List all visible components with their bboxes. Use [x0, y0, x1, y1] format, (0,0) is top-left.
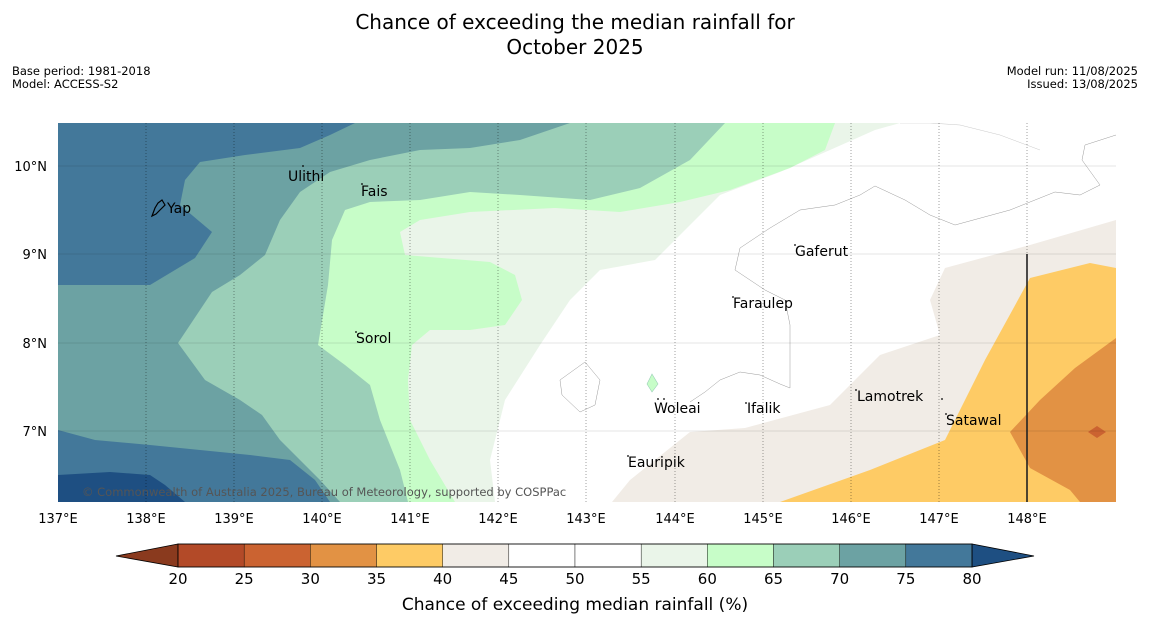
lon-tick: 141°E [390, 512, 430, 527]
place-gaferut: Gaferut [794, 244, 849, 260]
colorbar-frame [177, 543, 973, 568]
colorbar-box [442, 543, 510, 568]
zone-above-80 [58, 472, 185, 502]
lon-tick: 142°E [478, 512, 518, 527]
place-ifalik: Ifalik [745, 401, 781, 417]
place-fais: Fais [361, 183, 388, 200]
colorbar-tick-label: 40 [433, 570, 452, 588]
colorbar-box [310, 543, 377, 568]
place-labels: Ulithi Fais Yap Gaferut Faraulep Sorol L… [166, 165, 1001, 471]
colorbar-box [905, 543, 973, 568]
model-run: Model run: 11/08/2025 [1006, 64, 1138, 78]
colorbar-tick-label: 45 [499, 570, 518, 588]
place-label: Eauripik [628, 455, 686, 471]
colorbar-box [376, 543, 443, 568]
colorbar-tick-label: 55 [632, 570, 651, 588]
place-label: Yap [166, 201, 191, 217]
contour-line [689, 134, 1116, 403]
place-lamotrek: Lamotrek [855, 389, 943, 405]
lon-tick: 137°E [38, 512, 78, 527]
colorbar-tick-label: 70 [830, 570, 849, 588]
lon-tick: 139°E [214, 512, 254, 527]
contour-line [559, 361, 601, 413]
colorbar-box [839, 543, 907, 568]
title-line-2: October 2025 [506, 35, 644, 59]
map-title: Chance of exceeding the median rainfall … [0, 10, 1150, 60]
colorbar-tick-label: 50 [565, 570, 584, 588]
place-label: Sorol [356, 331, 391, 347]
lat-tick: 7°N [23, 425, 48, 440]
colorbar-box [707, 543, 774, 568]
place-label: Woleai [654, 401, 701, 417]
lon-tick-labels: 137°E 138°E 139°E 140°E 141°E 142°E 143°… [38, 512, 1047, 527]
colorbar-tick-label: 30 [301, 570, 320, 588]
place-faraulep: Faraulep [732, 296, 793, 312]
lat-tick: 9°N [23, 248, 48, 263]
zone-25-30 [1088, 426, 1106, 438]
colorbar-tick-label: 60 [698, 570, 717, 588]
colorbar-tick-label: 25 [235, 570, 254, 588]
place-ulithi: Ulithi [288, 165, 324, 185]
colorbar-label: Chance of exceeding median rainfall (%) [402, 595, 748, 615]
lat-tick-labels: 10°N 9°N 8°N 7°N [14, 160, 47, 440]
lon-tick: 148°E [1007, 512, 1047, 527]
place-label: Faraulep [733, 296, 793, 312]
place-label: Ifalik [747, 401, 781, 417]
copyright-text: © Commonwealth of Australia 2025, Bureau… [82, 485, 566, 499]
place-woleai: Woleai [654, 398, 701, 417]
colorbar-box [640, 543, 708, 568]
lon-tick: 144°E [655, 512, 695, 527]
lon-tick: 138°E [126, 512, 166, 527]
issued-date: Issued: 13/08/2025 [1027, 77, 1138, 91]
place-eauripik: Eauripik [627, 455, 686, 471]
place-label: Fais [361, 184, 388, 200]
lon-tick: 143°E [566, 512, 606, 527]
colorbar-ticks: 20 25 30 35 40 45 50 55 60 65 70 75 80 [168, 570, 981, 588]
colorbar-box [773, 543, 840, 568]
meta-left: Base period: 1981-2018 Model: ACCESS-S2 [12, 65, 151, 91]
model-name: Model: ACCESS-S2 [12, 77, 119, 91]
lon-tick: 147°E [919, 512, 959, 527]
colorbar-tick-label: 65 [764, 570, 783, 588]
place-label: Lamotrek [857, 389, 924, 405]
forecast-field [58, 123, 1116, 502]
colorbar-boxes [177, 543, 973, 568]
contour-line [900, 123, 1041, 151]
place-label: Satawal [946, 413, 1001, 429]
colorbar-box [574, 543, 642, 568]
lon-tick: 140°E [302, 512, 342, 527]
colorbar-box [243, 543, 311, 568]
colorbar-tick-label: 75 [896, 570, 915, 588]
zone-60-65-spot [646, 373, 659, 393]
place-satawal: Satawal [945, 413, 1001, 429]
colorbar-tick-label: 35 [367, 570, 386, 588]
lat-tick: 10°N [14, 160, 47, 175]
colorbar-tick-label: 20 [168, 570, 187, 588]
colorbar-tick-label: 80 [962, 570, 981, 588]
base-period: Base period: 1981-2018 [12, 64, 151, 78]
place-label: Gaferut [795, 244, 849, 260]
place-sorol: Sorol [355, 331, 391, 347]
colorbar: 20 25 30 35 40 45 50 55 60 65 70 75 80 Chance of exc… [115, 543, 1035, 615]
colorbar-box [177, 543, 245, 568]
colorbar-box [508, 543, 576, 568]
place-label: Ulithi [288, 169, 324, 185]
meta-right: Model run: 11/08/2025 Issued: 13/08/2025 [1007, 65, 1138, 91]
lon-tick: 145°E [743, 512, 783, 527]
colorbar-low-extension [115, 543, 179, 568]
zone-30-35 [1010, 338, 1116, 502]
place-yap: Yap [166, 201, 191, 217]
lat-gridlines [58, 165, 1116, 432]
yap-island [150, 199, 166, 218]
colorbar-high-extension [971, 543, 1035, 568]
zone-75-80 [58, 123, 355, 285]
lat-tick: 8°N [23, 337, 48, 352]
title-line-1: Chance of exceeding the median rainfall … [355, 10, 795, 34]
lon-tick: 146°E [831, 512, 871, 527]
